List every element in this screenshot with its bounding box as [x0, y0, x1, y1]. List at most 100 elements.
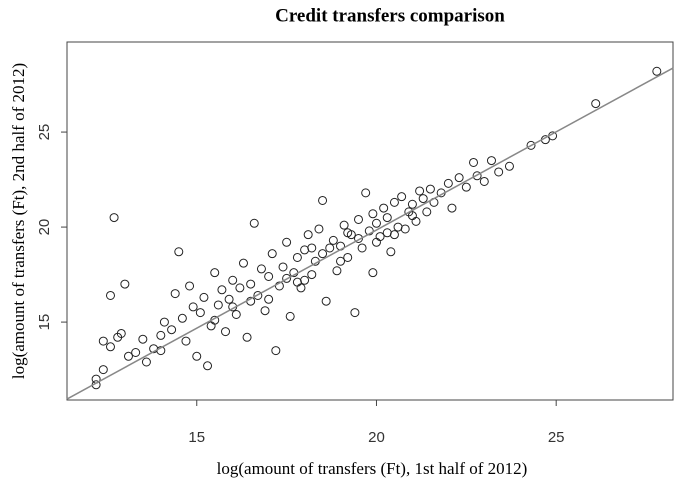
point: [159, 317, 169, 327]
point: [109, 213, 119, 223]
x-axis-label: log(amount of transfers (Ft), 1st half o…: [217, 459, 528, 478]
point: [332, 266, 342, 276]
point: [339, 220, 349, 230]
point: [242, 332, 252, 342]
point: [231, 309, 241, 319]
point: [188, 302, 198, 312]
point: [371, 237, 381, 247]
point: [526, 140, 536, 150]
point: [296, 283, 306, 293]
y-tick-label: 20: [36, 219, 53, 236]
point: [138, 334, 148, 344]
point: [361, 188, 371, 198]
point: [357, 243, 367, 253]
point: [174, 247, 184, 257]
y-axis-label: log(amount of transfers (Ft), 2nd half o…: [9, 63, 28, 379]
point: [210, 268, 220, 278]
point: [472, 171, 482, 181]
point: [418, 194, 428, 204]
point: [192, 351, 202, 361]
point: [343, 228, 353, 238]
point: [256, 264, 266, 274]
point: [282, 273, 292, 283]
point: [264, 271, 274, 281]
point: [364, 226, 374, 236]
point: [494, 167, 504, 177]
point: [156, 330, 166, 340]
point: [228, 275, 238, 285]
point: [379, 203, 389, 213]
point: [486, 156, 496, 166]
point: [389, 197, 399, 207]
point: [371, 218, 381, 228]
point: [292, 252, 302, 262]
point: [213, 300, 223, 310]
point: [98, 365, 108, 375]
point: [389, 230, 399, 240]
point: [407, 199, 417, 209]
point: [368, 268, 378, 278]
point: [282, 237, 292, 247]
point: [221, 327, 231, 337]
point: [249, 218, 259, 228]
point: [105, 342, 115, 352]
plot-frame: [66, 41, 674, 401]
point: [167, 325, 177, 335]
point: [336, 256, 346, 266]
point: [591, 99, 601, 109]
point: [177, 313, 187, 323]
point: [271, 346, 281, 356]
point: [217, 285, 227, 295]
point: [407, 211, 417, 221]
point: [328, 235, 338, 245]
point: [397, 192, 407, 202]
x-tick-label: 20: [368, 429, 385, 446]
point: [443, 178, 453, 188]
point: [185, 281, 195, 291]
point: [469, 157, 479, 167]
point: [141, 357, 151, 367]
point: [253, 290, 263, 300]
point: [425, 184, 435, 194]
point: [343, 252, 353, 262]
point: [238, 258, 248, 268]
point: [206, 321, 216, 331]
point: [422, 207, 432, 217]
point: [303, 230, 313, 240]
y-tick-label: 25: [36, 124, 53, 141]
point: [195, 308, 205, 318]
point: [314, 224, 324, 234]
point: [199, 292, 209, 302]
point: [318, 195, 328, 205]
point: [353, 214, 363, 224]
y-tick-label: 15: [36, 314, 53, 331]
point: [235, 283, 245, 293]
point: [386, 247, 396, 257]
point: [116, 328, 126, 338]
x-tick-label: 25: [548, 429, 565, 446]
point: [652, 66, 662, 76]
point: [321, 296, 331, 306]
point: [278, 262, 288, 272]
fit-line: [66, 67, 674, 400]
point: [318, 249, 328, 259]
point: [203, 361, 213, 371]
point: [415, 186, 425, 196]
point: [224, 294, 234, 304]
point: [461, 182, 471, 192]
point: [307, 243, 317, 253]
point: [123, 351, 133, 361]
point: [447, 203, 457, 213]
point: [260, 306, 270, 316]
point: [454, 173, 464, 183]
point: [170, 289, 180, 299]
point: [120, 279, 130, 289]
point: [368, 209, 378, 219]
point: [504, 161, 514, 171]
point: [181, 336, 191, 346]
point: [325, 243, 335, 253]
point: [411, 216, 421, 226]
point: [400, 224, 410, 234]
